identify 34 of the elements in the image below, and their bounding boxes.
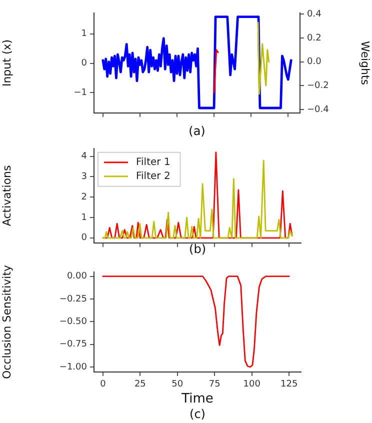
x-tick-label: 125 — [280, 380, 298, 390]
x-tick-label: 0 — [100, 380, 106, 390]
y-tick-label: −0.50 — [59, 317, 88, 328]
x-tick-label: 100 — [243, 380, 261, 390]
y-tick-label: 3 — [81, 172, 87, 182]
text: (c) — [190, 407, 206, 422]
y2-tick-label: −0.2 — [307, 80, 329, 91]
y-tick-label: 4 — [81, 152, 88, 162]
y-axis-title: Activations — [0, 165, 14, 226]
y2-axis-title: Weights — [358, 40, 372, 86]
y-tick-label: −0.75 — [59, 340, 87, 350]
y2-tick-label: 0.4 — [307, 10, 322, 20]
y2-tick-label: 0.2 — [307, 33, 322, 44]
legend-label: Filter 2 — [136, 170, 170, 182]
y-tick-label: 0.00 — [66, 272, 88, 282]
x-axis-title: Time — [180, 392, 214, 407]
x-tick-label: 75 — [208, 380, 220, 390]
y-tick-label: −1 — [74, 88, 87, 98]
annotation: (b) — [189, 242, 206, 256]
y2-tick-label: 0.0 — [307, 57, 322, 68]
y-tick-label: −0.25 — [59, 294, 87, 304]
legend-label: Filter 1 — [136, 156, 170, 168]
y-tick-label: −1.00 — [59, 362, 88, 372]
y-tick-label: 1 — [81, 212, 87, 223]
y-tick-label: 2 — [81, 192, 87, 202]
text: (a) — [188, 124, 206, 138]
y-axis-title: Input (x) — [0, 39, 14, 87]
y-tick-label: 0 — [81, 233, 88, 244]
y-tick-label: 1 — [81, 29, 87, 40]
x-tick-label: 25 — [134, 380, 146, 390]
y-axis-title: Occlusion Sensitivity — [0, 264, 14, 380]
y-tick-label: 0 — [81, 58, 88, 69]
y2-tick-label: −0.4 — [307, 104, 330, 115]
x-tick-label: 50 — [172, 380, 184, 390]
